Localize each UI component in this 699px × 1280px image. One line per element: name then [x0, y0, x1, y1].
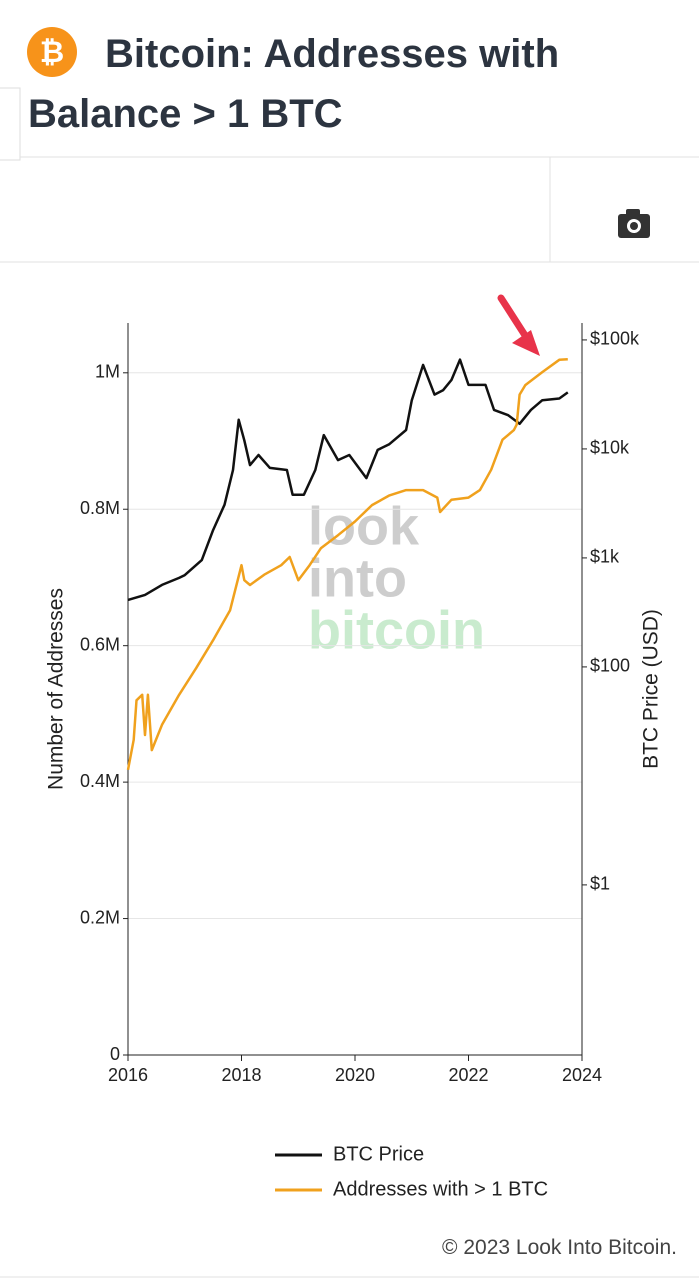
camera-button[interactable] — [618, 209, 650, 238]
annotation-arrowhead — [512, 330, 540, 356]
y2-tick-label: $100 — [590, 656, 630, 676]
watermark-text: bitcoin — [308, 600, 485, 660]
series-line — [126, 357, 568, 771]
bitcoin-icon-glyph: ₿ — [40, 36, 64, 69]
legend-label: BTC Price — [333, 1143, 424, 1165]
y-axis-title: Number of Addresses — [45, 588, 68, 790]
y-tick-label: 1M — [95, 362, 120, 382]
watermark-text: into — [308, 548, 407, 608]
x-tick-label: 2016 — [108, 1065, 148, 1085]
annotation-arrow — [497, 294, 532, 344]
series-line — [127, 358, 569, 602]
y-tick-label: 0.8M — [80, 498, 120, 518]
y2-tick-label: $1k — [590, 547, 620, 567]
side-tab — [0, 87, 21, 161]
y2-tick-label: $100k — [590, 329, 640, 349]
x-tick-label: 2020 — [335, 1065, 375, 1085]
x-tick-label: 2022 — [448, 1065, 488, 1085]
page-title: Bitcoin: Addresses with Balance > 1 BTC — [28, 32, 560, 136]
y2-tick-label: $10k — [590, 438, 630, 458]
y-tick-label: 0 — [110, 1044, 120, 1064]
y2-axis-title: BTC Price (USD) — [640, 609, 663, 769]
y-tick-label: 0.4M — [80, 771, 120, 791]
x-tick-label: 2024 — [562, 1065, 602, 1085]
y-tick-label: 0.2M — [80, 907, 120, 927]
x-tick-label: 2018 — [221, 1065, 261, 1085]
y2-tick-label: $1 — [590, 874, 610, 894]
watermark-text: look — [308, 496, 420, 556]
y-tick-label: 0.6M — [80, 634, 120, 654]
bitcoin-icon — [27, 27, 77, 77]
legend-label: Addresses with > 1 BTC — [333, 1178, 548, 1200]
copyright: © 2023 Look Into Bitcoin. — [442, 1236, 677, 1259]
